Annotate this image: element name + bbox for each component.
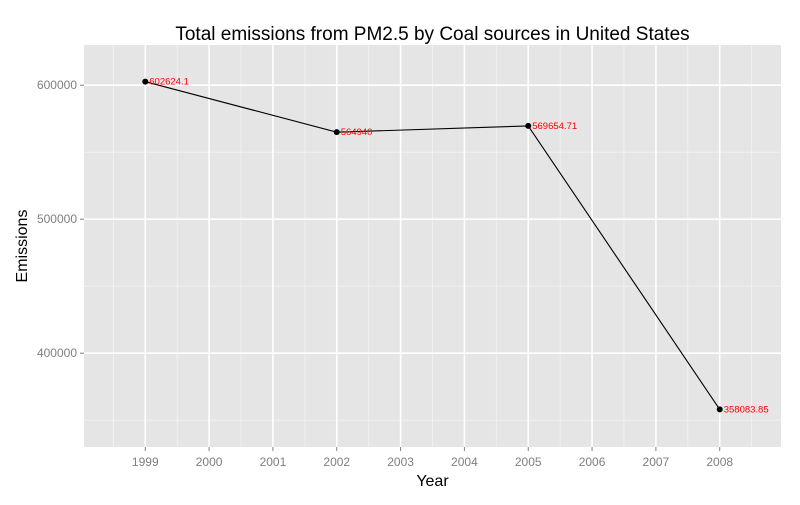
data-label: 569654.71 <box>532 121 577 132</box>
chart-title: Total emissions from PM2.5 by Coal sourc… <box>175 24 689 45</box>
data-point <box>525 122 532 129</box>
data-point <box>333 129 340 136</box>
x-tick-label: 2000 <box>196 455 223 469</box>
x-tick-label: 2007 <box>643 455 670 469</box>
x-tick-label: 2005 <box>515 455 542 469</box>
y-tick-label: 500000 <box>37 212 77 226</box>
x-tick-label: 2006 <box>579 455 606 469</box>
axes: 1999 2000 2001 2002 2003 2004 2005 2006 2007 2008… <box>37 78 733 469</box>
x-tick-label: 2002 <box>323 455 350 469</box>
x-axis-label: Year <box>416 473 449 490</box>
y-tick-label: 600000 <box>37 78 77 92</box>
grid <box>84 45 781 447</box>
data-label: 358083.85 <box>724 404 769 415</box>
y-tick-label: 400000 <box>37 346 77 360</box>
data-label: 602624.1 <box>149 77 189 88</box>
x-tick-label: 1999 <box>132 455 159 469</box>
series-line <box>145 81 721 410</box>
x-tick-label: 2004 <box>451 455 478 469</box>
x-tick-label: 2008 <box>706 455 733 469</box>
data-point <box>142 78 149 85</box>
x-tick-label: 2001 <box>260 455 287 469</box>
y-axis-label: Emissions <box>14 210 31 283</box>
data-label: 564940 <box>341 127 373 138</box>
data-point <box>716 406 723 413</box>
series-layer: 602624.1 564940 569654.71 358083.85 <box>142 77 769 415</box>
x-tick-label: 2003 <box>387 455 414 469</box>
